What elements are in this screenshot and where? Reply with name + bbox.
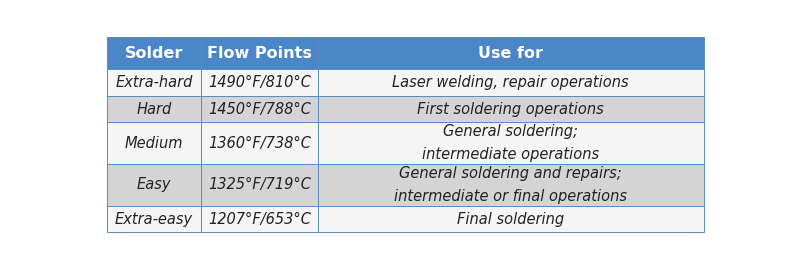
Bar <box>201 69 318 96</box>
Bar <box>318 96 704 123</box>
Text: Flow Points: Flow Points <box>207 45 312 61</box>
Text: Extra-easy: Extra-easy <box>115 211 193 227</box>
Bar <box>318 123 704 164</box>
Bar <box>107 123 201 164</box>
Bar <box>107 96 201 123</box>
Text: First soldering operations: First soldering operations <box>418 101 604 117</box>
Text: Solder: Solder <box>125 45 184 61</box>
Bar <box>107 206 201 233</box>
Bar <box>201 37 318 69</box>
Bar <box>107 164 201 206</box>
Text: intermediate or final operations: intermediate or final operations <box>394 189 627 204</box>
Text: Laser welding, repair operations: Laser welding, repair operations <box>392 75 629 90</box>
Bar <box>201 164 318 206</box>
Text: 1207°F/653°C: 1207°F/653°C <box>208 211 311 227</box>
Text: General soldering and repairs;: General soldering and repairs; <box>399 166 622 181</box>
Bar <box>318 69 704 96</box>
Bar <box>201 123 318 164</box>
Text: 1360°F/738°C: 1360°F/738°C <box>208 136 311 151</box>
Text: 1490°F/810°C: 1490°F/810°C <box>208 75 311 90</box>
Text: Extra-hard: Extra-hard <box>115 75 193 90</box>
Text: Final soldering: Final soldering <box>457 211 564 227</box>
Text: Medium: Medium <box>125 136 184 151</box>
Text: 1450°F/788°C: 1450°F/788°C <box>208 101 311 117</box>
Text: Easy: Easy <box>137 177 172 192</box>
Bar <box>201 206 318 233</box>
Bar <box>107 69 201 96</box>
Text: General soldering;: General soldering; <box>443 124 578 139</box>
Bar <box>318 37 704 69</box>
Bar <box>318 206 704 233</box>
Text: Use for: Use for <box>479 45 543 61</box>
Text: intermediate operations: intermediate operations <box>422 147 600 162</box>
Bar <box>201 96 318 123</box>
Text: 1325°F/719°C: 1325°F/719°C <box>208 177 311 192</box>
Text: Hard: Hard <box>136 101 172 117</box>
Bar <box>318 164 704 206</box>
Bar <box>107 37 201 69</box>
